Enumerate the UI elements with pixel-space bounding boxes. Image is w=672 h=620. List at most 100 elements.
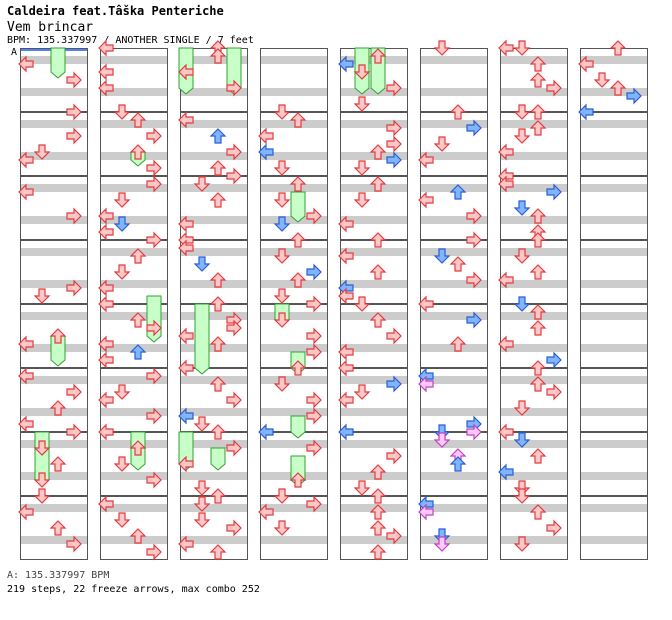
red-up-arrow-icon	[289, 176, 307, 192]
beat-stripe	[260, 120, 328, 128]
red-up-arrow-icon	[529, 264, 547, 280]
red-left-arrow-icon	[498, 271, 514, 289]
measure-box	[500, 496, 568, 560]
red-down-arrow-icon	[353, 96, 371, 112]
red-up-arrow-icon	[369, 176, 387, 192]
red-right-arrow-icon	[66, 207, 82, 225]
red-down-arrow-icon	[273, 248, 291, 264]
red-down-arrow-icon	[273, 104, 291, 120]
chart-column	[500, 48, 568, 560]
red-down-arrow-icon	[273, 520, 291, 536]
measure-box	[100, 112, 168, 176]
song-subtitle: Vem brincar	[7, 20, 94, 35]
beat-stripe	[340, 312, 408, 320]
blue-left-arrow-icon	[578, 103, 594, 121]
measure-box	[20, 304, 88, 368]
red-left-arrow-icon	[178, 63, 194, 81]
beat-stripe	[20, 376, 88, 384]
blue-left-arrow-icon	[258, 423, 274, 441]
beat-stripe	[20, 312, 88, 320]
pink-down-arrow-icon	[433, 536, 451, 552]
beat-stripe	[260, 88, 328, 96]
blue-up-arrow-icon	[449, 184, 467, 200]
red-right-arrow-icon	[226, 143, 242, 161]
measure-box	[20, 112, 88, 176]
red-left-arrow-icon	[18, 503, 34, 521]
measure-box	[20, 240, 88, 304]
blue-down-arrow-icon	[433, 248, 451, 264]
red-up-arrow-icon	[129, 440, 147, 456]
red-up-arrow-icon	[529, 104, 547, 120]
beat-stripe	[180, 376, 248, 384]
beat-stripe	[100, 248, 168, 256]
red-right-arrow-icon	[546, 79, 562, 97]
red-down-arrow-icon	[33, 472, 51, 488]
beat-stripe	[180, 184, 248, 192]
beat-stripe	[180, 408, 248, 416]
measure-box	[580, 432, 648, 496]
red-down-arrow-icon	[113, 192, 131, 208]
red-left-arrow-icon	[498, 335, 514, 353]
blue-left-arrow-icon	[338, 423, 354, 441]
red-left-arrow-icon	[98, 351, 114, 369]
beat-stripe	[340, 504, 408, 512]
red-left-arrow-icon	[258, 127, 274, 145]
step-stats: 219 steps, 22 freeze arrows, max combo 2…	[7, 584, 260, 595]
beat-stripe	[100, 56, 168, 64]
pink-right-arrow-icon	[466, 423, 482, 441]
red-right-arrow-icon	[466, 271, 482, 289]
red-down-arrow-icon	[513, 488, 531, 504]
red-left-arrow-icon	[178, 359, 194, 377]
beat-stripe	[180, 472, 248, 480]
beat-stripe	[100, 472, 168, 480]
red-left-arrow-icon	[178, 239, 194, 257]
beat-stripe	[100, 184, 168, 192]
beat-stripe	[260, 152, 328, 160]
blue-left-arrow-icon	[178, 407, 194, 425]
red-left-arrow-icon	[178, 111, 194, 129]
red-right-arrow-icon	[146, 543, 162, 561]
measure-box	[20, 496, 88, 560]
beat-stripe	[340, 344, 408, 352]
red-down-arrow-icon	[193, 512, 211, 528]
red-down-arrow-icon	[273, 488, 291, 504]
beat-stripe	[500, 344, 568, 352]
measure-box	[20, 368, 88, 432]
red-up-arrow-icon	[609, 80, 627, 96]
red-down-arrow-icon	[513, 248, 531, 264]
beat-stripe	[420, 376, 488, 384]
red-down-arrow-icon	[513, 400, 531, 416]
red-right-arrow-icon	[226, 439, 242, 457]
measure-box	[580, 496, 648, 560]
beat-stripe	[20, 440, 88, 448]
beat-stripe	[580, 56, 648, 64]
beat-stripe	[500, 280, 568, 288]
blue-up-arrow-icon	[209, 128, 227, 144]
blue-right-arrow-icon	[386, 151, 402, 169]
blue-up-arrow-icon	[129, 344, 147, 360]
red-right-arrow-icon	[306, 343, 322, 361]
red-up-arrow-icon	[129, 144, 147, 160]
red-right-arrow-icon	[146, 231, 162, 249]
beat-stripe	[580, 472, 648, 480]
red-up-arrow-icon	[49, 456, 67, 472]
red-up-arrow-icon	[369, 312, 387, 328]
red-up-arrow-icon	[369, 520, 387, 536]
red-down-arrow-icon	[113, 512, 131, 528]
red-right-arrow-icon	[66, 71, 82, 89]
beat-stripe	[500, 152, 568, 160]
red-up-arrow-icon	[209, 336, 227, 352]
measure-box	[420, 496, 488, 560]
red-right-arrow-icon	[226, 519, 242, 537]
red-right-arrow-icon	[386, 79, 402, 97]
beat-stripe	[500, 184, 568, 192]
red-left-arrow-icon	[338, 359, 354, 377]
beat-stripe	[20, 216, 88, 224]
beat-stripe	[580, 152, 648, 160]
freeze-up-body	[210, 447, 226, 471]
beat-stripe	[100, 216, 168, 224]
beat-stripe	[180, 536, 248, 544]
beat-stripe	[580, 184, 648, 192]
beat-stripe	[340, 152, 408, 160]
beat-stripe	[500, 248, 568, 256]
